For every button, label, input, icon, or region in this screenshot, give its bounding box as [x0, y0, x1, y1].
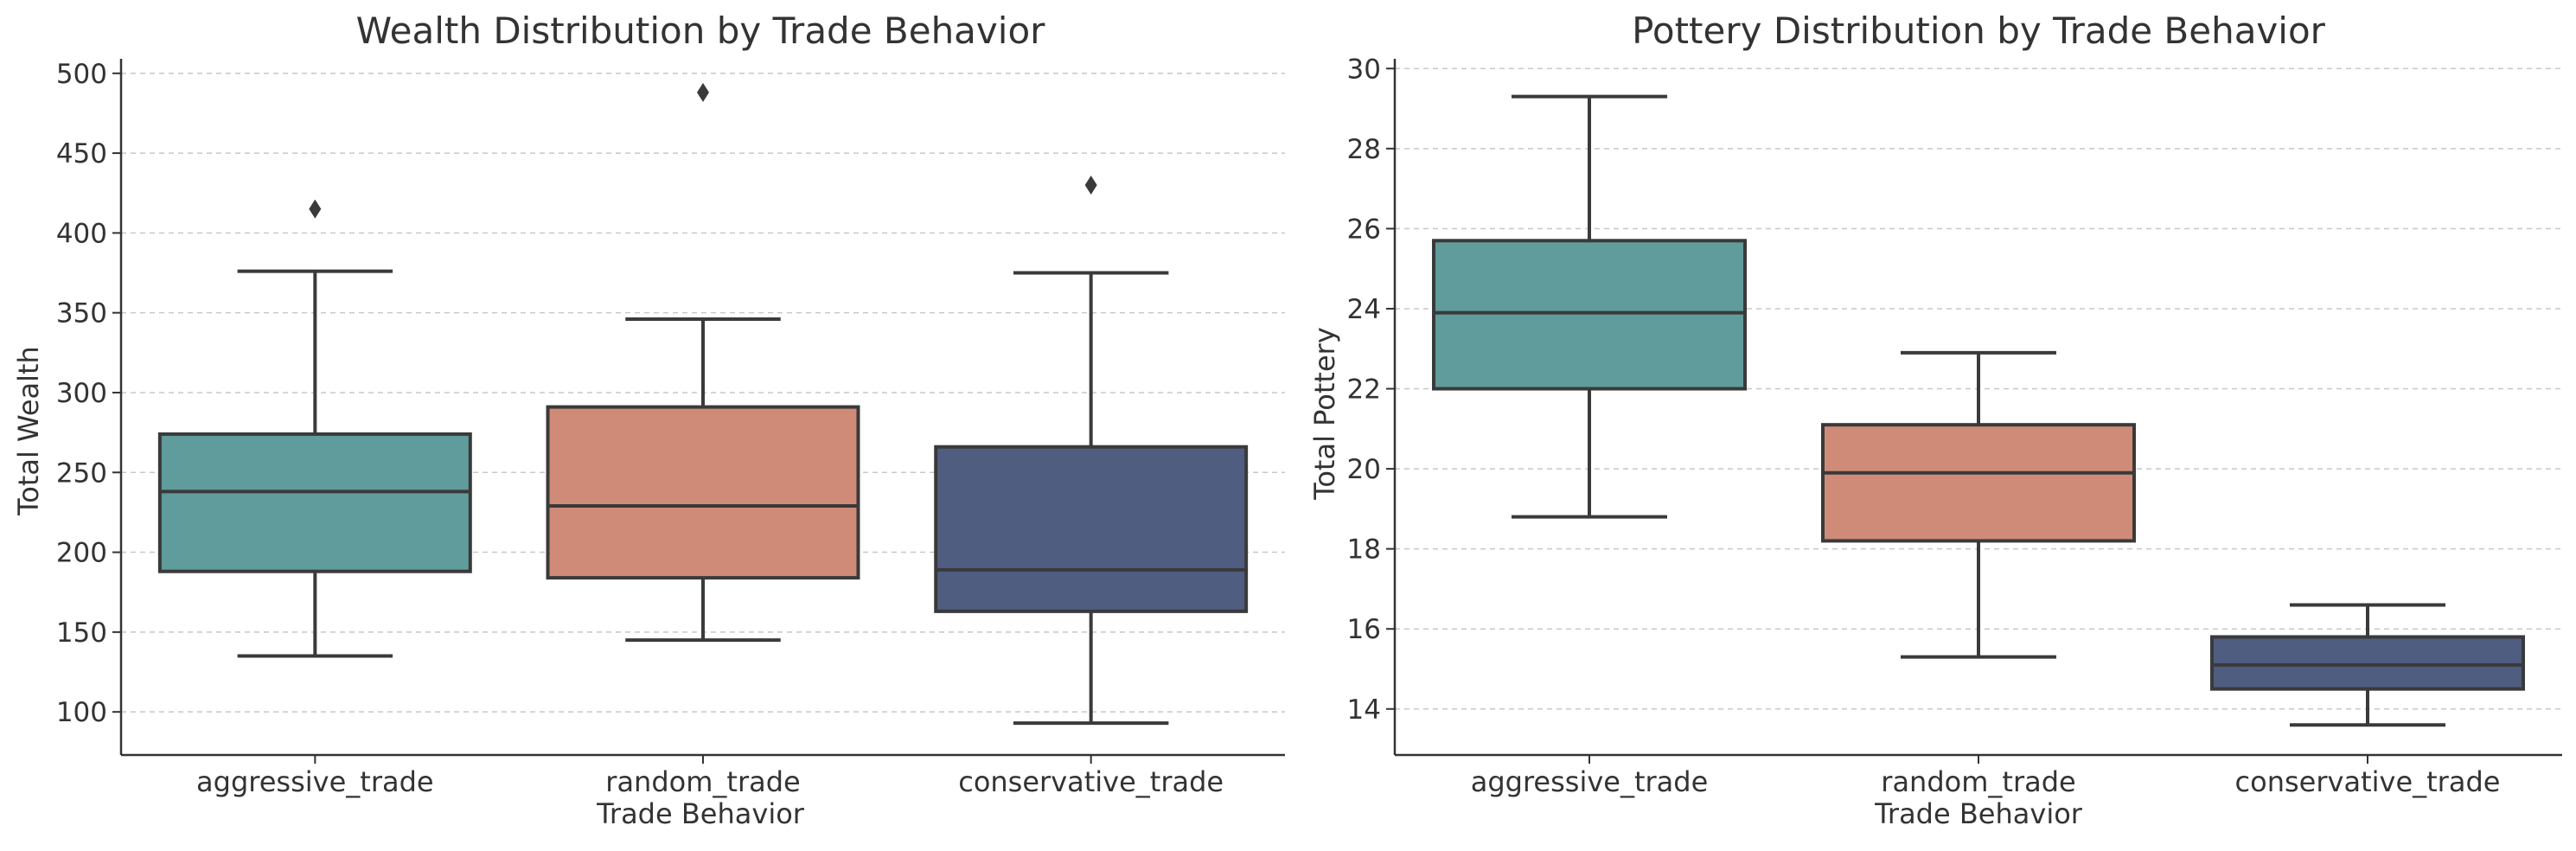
- y-tick-label: 350: [56, 298, 107, 330]
- pottery-chart: Pottery Distribution by Trade Behavior T…: [1308, 10, 2562, 830]
- box-body: [934, 445, 1249, 613]
- outlier-point: [1084, 175, 1097, 195]
- box-random_trade: [1821, 350, 2136, 659]
- y-tick-label: 24: [1347, 294, 1381, 325]
- y-tick-label: 16: [1347, 614, 1381, 645]
- y-tick-label: 450: [56, 138, 107, 170]
- y-tick-label: 100: [56, 697, 107, 728]
- x-tick-label: conservative_trade: [2235, 765, 2501, 798]
- y-axis-label: Total Pottery: [1308, 327, 1341, 501]
- box-body: [1432, 239, 1747, 391]
- y-tick-label: 200: [56, 538, 107, 569]
- y-tick-label: 22: [1347, 374, 1381, 406]
- chart-title: Pottery Distribution by Trade Behavior: [1632, 10, 2326, 52]
- y-tick-label: 500: [56, 59, 107, 90]
- boxes: [1432, 94, 2525, 727]
- x-axis-label: Trade Behavior: [596, 797, 805, 830]
- x-tick-label: random_trade: [605, 765, 800, 798]
- wealth-chart: Wealth Distribution by Trade Behavior To…: [12, 10, 1285, 830]
- box-conservative_trade: [2210, 603, 2525, 727]
- y-tick-label: 28: [1347, 134, 1381, 165]
- y-tick-label: 400: [56, 218, 107, 249]
- box-body: [157, 432, 472, 573]
- outlier-point: [309, 199, 322, 219]
- y-ticks: 14 16 18 20 22 24 26 28 30: [1347, 54, 1395, 726]
- box-body: [1821, 423, 2136, 543]
- y-tick-label: 26: [1347, 214, 1381, 245]
- box-aggressive_trade: [1432, 94, 1747, 519]
- box-conservative_trade: [934, 175, 1249, 726]
- y-tick-label: 250: [56, 457, 107, 489]
- box-aggressive_trade: [157, 199, 472, 658]
- y-tick-label: 14: [1347, 694, 1381, 726]
- x-tick-label: random_trade: [1881, 765, 2075, 798]
- y-tick-label: 20: [1347, 454, 1381, 485]
- x-ticks: aggressive_trade random_trade conservative…: [196, 755, 1224, 798]
- y-tick-label: 18: [1347, 534, 1381, 566]
- y-axis-label: Total Wealth: [12, 346, 45, 516]
- y-tick-label: 150: [56, 617, 107, 649]
- x-axis-label: Trade Behavior: [1874, 797, 2083, 830]
- x-tick-label: aggressive_trade: [1471, 765, 1709, 798]
- x-tick-label: conservative_trade: [958, 765, 1224, 798]
- chart-title: Wealth Distribution by Trade Behavior: [356, 10, 1046, 52]
- box-random_trade: [546, 82, 860, 643]
- box-body: [546, 405, 860, 580]
- boxes: [157, 82, 1249, 726]
- box-body: [2210, 635, 2525, 691]
- x-tick-label: aggressive_trade: [196, 765, 434, 798]
- y-tick-label: 30: [1347, 54, 1381, 85]
- x-ticks: aggressive_trade random_trade conservative…: [1471, 755, 2501, 798]
- y-tick-label: 300: [56, 378, 107, 409]
- outlier-point: [697, 82, 709, 102]
- y-ticks: 100 150 200 250 300 350 400 450 500: [56, 59, 121, 728]
